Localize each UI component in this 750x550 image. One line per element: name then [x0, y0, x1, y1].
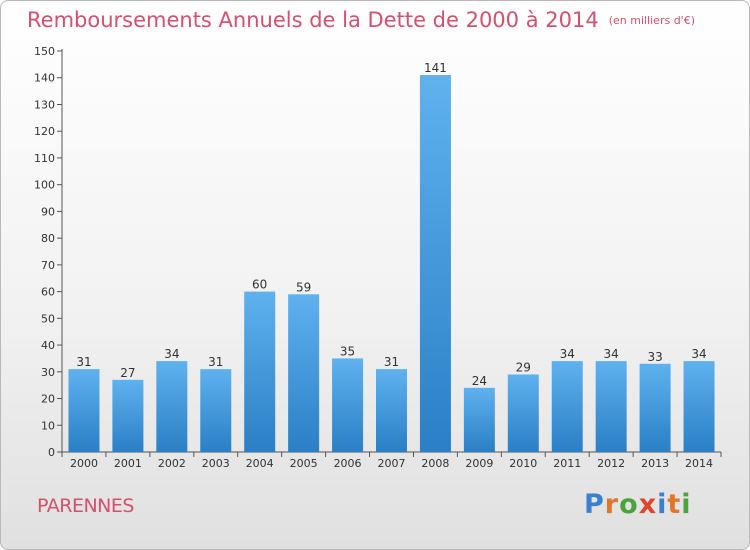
bar [332, 358, 364, 452]
x-tick-label: 2009 [465, 457, 493, 470]
data-label: 24 [472, 374, 487, 388]
city-name: PARENNES [37, 495, 134, 517]
y-tick-label: 130 [34, 98, 55, 111]
logo-letter: P [584, 489, 605, 520]
y-tick-label: 30 [41, 366, 55, 379]
bar [376, 369, 407, 452]
x-tick-label: 2000 [70, 457, 98, 470]
y-tick-label: 20 [41, 393, 55, 406]
logo-letter: x [638, 489, 658, 520]
bar [639, 363, 671, 452]
bar [156, 361, 188, 452]
bar [419, 75, 451, 452]
bar [200, 369, 232, 452]
y-tick-label: 120 [34, 125, 55, 138]
y-tick-label: 10 [41, 419, 55, 432]
proxiti-logo: Proxiti [584, 489, 692, 520]
logo-letter: i [657, 489, 668, 520]
x-tick-label: 2007 [378, 457, 406, 470]
bar [288, 294, 320, 452]
x-tick-label: 2012 [597, 457, 625, 470]
data-label: 31 [76, 355, 91, 369]
data-label: 34 [604, 347, 619, 361]
data-label: 31 [208, 355, 223, 369]
logo-letter: o [619, 489, 639, 520]
chart-unit: (en milliers d'€) [608, 14, 695, 27]
y-tick-label: 0 [48, 446, 55, 459]
bar [463, 387, 495, 452]
bar [595, 361, 627, 452]
logo-letter: r [604, 489, 620, 520]
bar [551, 361, 583, 452]
y-tick-label: 150 [34, 45, 55, 58]
y-tick-label: 70 [41, 259, 55, 272]
x-tick-label: 2006 [334, 457, 362, 470]
data-label: 59 [296, 280, 311, 294]
x-tick-label: 2013 [641, 457, 669, 470]
data-label: 29 [516, 360, 531, 374]
axes: 0 10 20 30 40 50 60 70 80 90 100 110 120 130 140 150 200… [34, 45, 722, 470]
data-label: 33 [647, 350, 662, 364]
x-tick-label: 2008 [421, 457, 449, 470]
bar [68, 369, 100, 452]
x-tick-label: 2003 [202, 457, 230, 470]
logo-letter: t [667, 489, 682, 520]
data-label: 34 [164, 347, 179, 361]
x-tick-label: 2005 [290, 457, 318, 470]
y-tick-label: 140 [34, 72, 55, 85]
value-labels: 31 27 34 31 60 59 35 31 141 24 29 34 34 33 34 [76, 61, 706, 388]
x-tick-label: 2002 [158, 457, 186, 470]
bar [112, 379, 144, 452]
data-label: 141 [424, 61, 447, 75]
bars [68, 75, 715, 452]
logo-letter: i [681, 489, 692, 520]
x-tick-label: 2004 [246, 457, 274, 470]
data-label: 35 [340, 344, 355, 358]
y-tick-label: 100 [34, 179, 55, 192]
chart-title: Remboursements Annuels de la Dette de 20… [27, 8, 695, 32]
x-tick-label: 2010 [509, 457, 537, 470]
data-label: 34 [560, 347, 575, 361]
y-tick-label: 90 [41, 205, 55, 218]
y-tick-label: 40 [41, 339, 55, 352]
x-tick-label: 2014 [685, 457, 713, 470]
bar [683, 361, 715, 452]
x-tick-label: 2011 [553, 457, 581, 470]
bar [244, 291, 276, 452]
bar [507, 374, 539, 452]
data-label: 34 [691, 347, 706, 361]
chart-title-text: Remboursements Annuels de la Dette de 20… [27, 8, 599, 32]
data-label: 31 [384, 355, 399, 369]
data-label: 60 [252, 278, 267, 292]
y-tick-label: 110 [34, 152, 55, 165]
y-tick-label: 60 [41, 286, 55, 299]
x-tick-label: 2001 [114, 457, 142, 470]
data-label: 27 [120, 366, 135, 380]
y-tick-label: 50 [41, 312, 55, 325]
y-tick-label: 80 [41, 232, 55, 245]
